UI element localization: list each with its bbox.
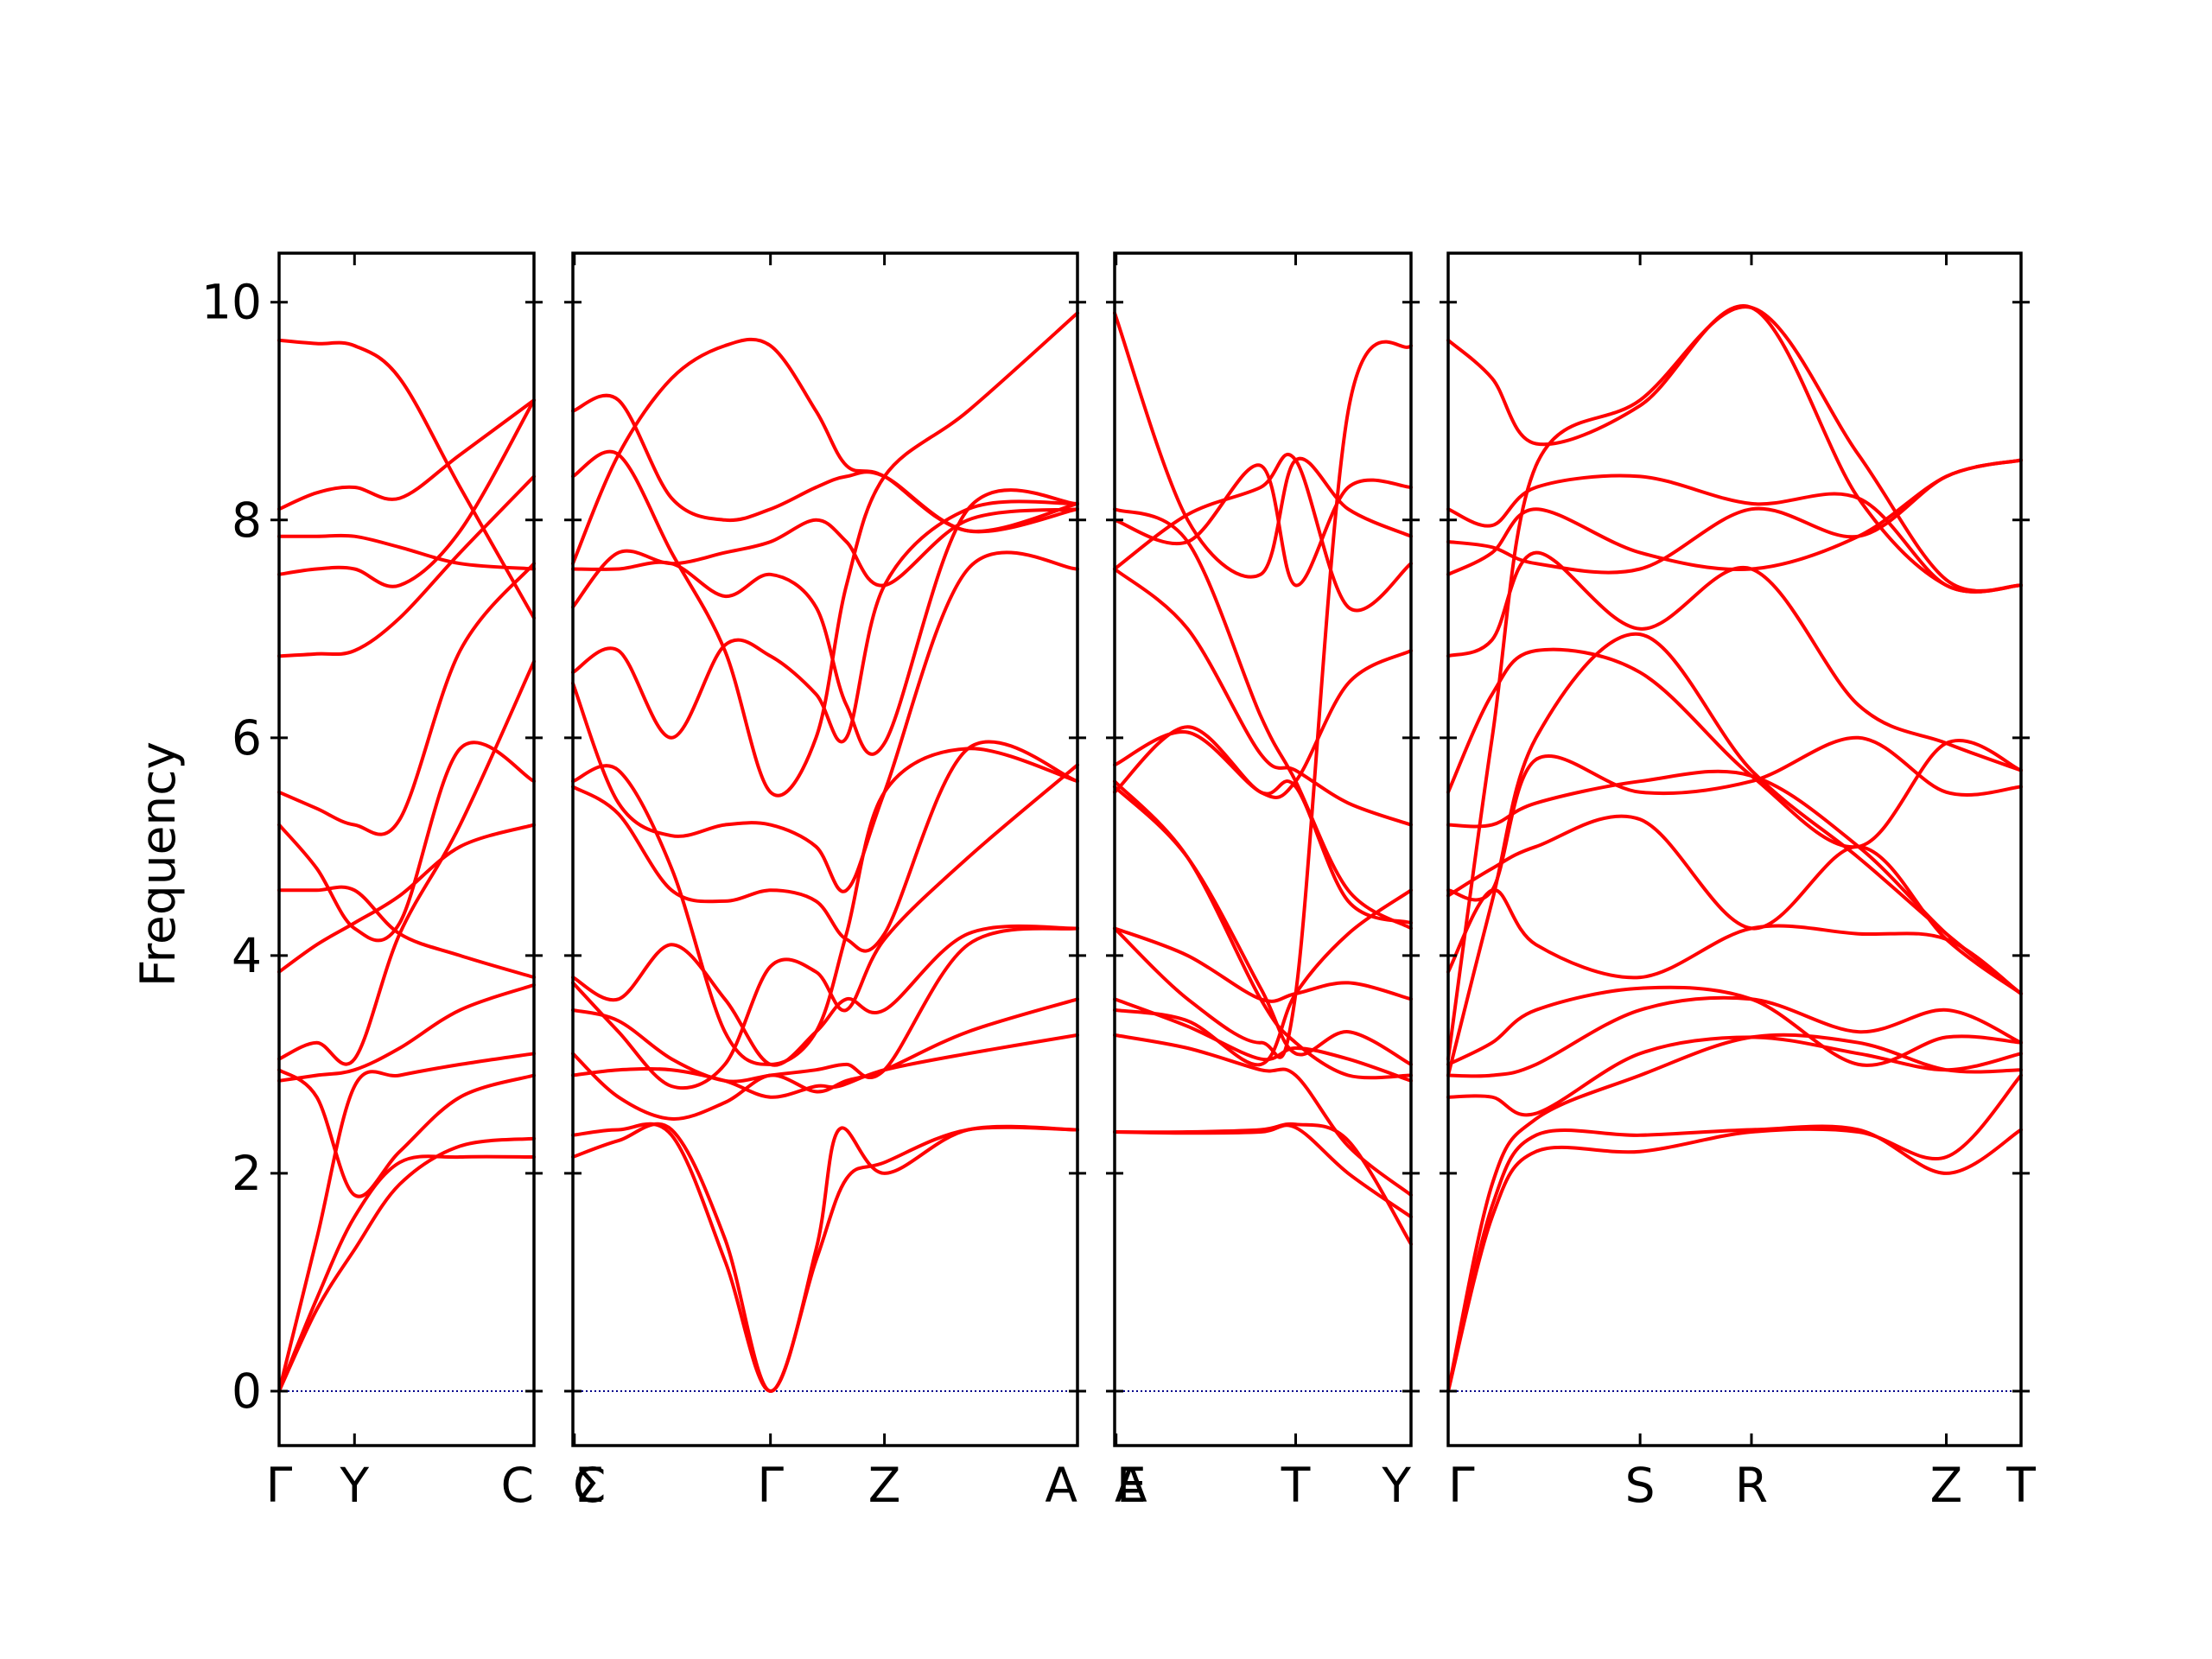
band-line [1446,1124,2023,1393]
y-tick-label: 2 [232,1146,262,1201]
kpoint-label: C [573,1458,606,1513]
band-line [571,507,1079,609]
band-line [1446,888,2023,995]
band-line [1446,995,2023,1078]
kpoint-label: Y [1381,1458,1411,1513]
band-line [1446,474,2023,594]
band-line [571,1122,1079,1393]
y-axis-label: Frequency [130,741,186,987]
band-line [571,488,1079,756]
band-line [571,499,1079,744]
kpoint-label: Γ [1448,1458,1475,1513]
band-line [1113,1122,1413,1246]
band-line [277,1154,536,1393]
band-line [571,337,1079,566]
band-line [571,311,1079,798]
y-tick-label: 10 [201,275,262,330]
band-line [571,763,1079,1090]
band-line [571,1122,1079,1393]
band-line [277,1068,536,1198]
band-line [571,550,1079,893]
kpoint-label: Γ [757,1458,784,1513]
band-line [277,338,536,620]
band-line [1113,311,1413,579]
band-line [1446,1033,2023,1393]
band-line [1113,1033,1413,1198]
band-line [1113,567,1413,827]
band-line [277,562,536,836]
band-line [277,982,536,1083]
band-line [1446,1035,2023,1117]
band-line [1113,649,1413,799]
band-line [277,659,536,1066]
kpoint-label: A [1115,1458,1147,1513]
kpoint-label: Γ [266,1458,293,1513]
band-line [277,398,536,512]
band-line [1113,463,1413,588]
band-line [1113,507,1413,931]
band-line [1113,785,1413,1066]
band-line [1113,888,1413,1067]
band-line [1113,1123,1413,1219]
kpoint-label: E [1116,1458,1147,1513]
kpoint-label: Z [1930,1458,1963,1513]
panel-frame [1113,251,1413,1447]
kpoint-label: A [1045,1458,1077,1513]
kpoint-label: Σ [575,1458,605,1513]
band-line [1446,985,2023,1067]
y-tick-label: 0 [232,1363,262,1419]
y-tick-label: 6 [232,710,262,766]
band-line [277,474,536,658]
panel-1: 0 2 4 6 8 10 Γ Y C [201,251,543,1513]
band-line [277,885,536,980]
band-line [277,741,536,943]
band-line [1113,452,1413,613]
kpoint-label: T [2005,1458,2036,1513]
band-line [1446,1073,2023,1393]
y-tick-label: 8 [232,493,262,548]
band-line [1446,458,2023,575]
kpoint-label: S [1625,1458,1656,1513]
band-line [1446,305,2023,1061]
panel-frame [571,251,1079,1447]
band-line [277,398,536,588]
band-line [277,1052,536,1393]
band-line [1446,304,2023,594]
kpoint-label: Z [868,1458,901,1513]
kpoint-label: C [501,1458,534,1513]
panel-frame [1446,251,2023,1447]
band-line [571,924,1079,1067]
band-line [571,997,1079,1121]
band-line [571,747,1079,1066]
band-line [277,823,536,974]
band-line [1446,814,2023,995]
band-line [1446,769,2023,995]
band-line [571,740,1079,953]
kpoint-label: R [1735,1458,1768,1513]
band-line [1113,926,1413,1003]
band-line [1113,340,1413,1059]
band-line [277,533,536,571]
band-line [1113,997,1413,1083]
band-line [571,926,1079,1084]
kpoint-label: Y [339,1458,369,1513]
kpoint-label: T [1281,1458,1311,1513]
band-line [1113,730,1413,925]
panel-frame [277,251,536,1447]
band-line [277,1136,536,1393]
y-tick-label: 4 [232,928,262,983]
band-line [1446,458,2023,576]
band-line [1446,632,2023,1077]
